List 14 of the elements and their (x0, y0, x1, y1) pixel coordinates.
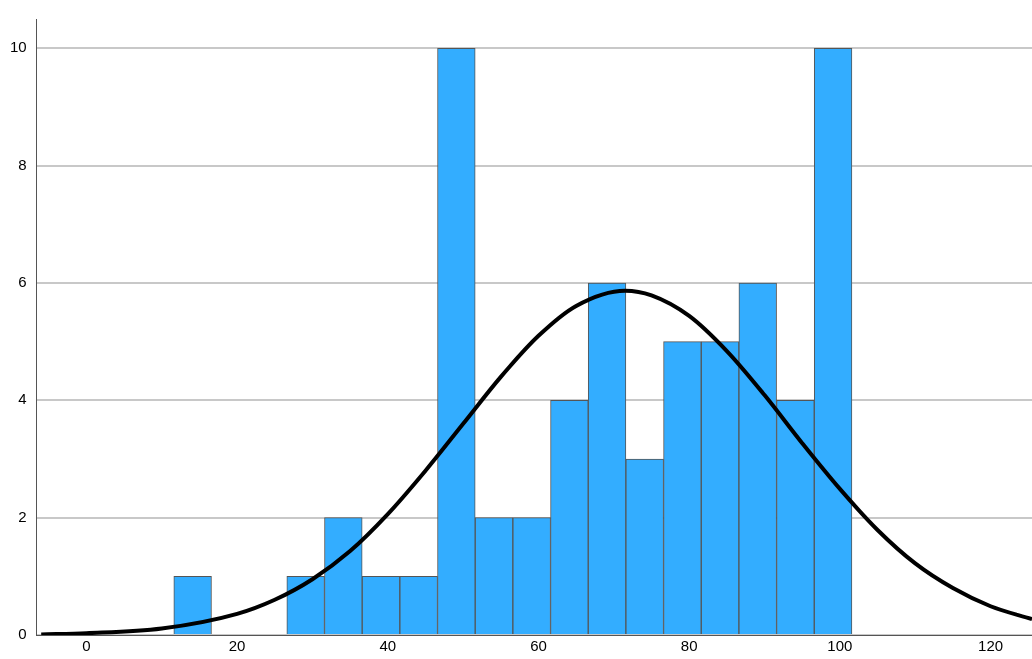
x-tick-label: 20 (228, 637, 246, 655)
x-tick-label: 60 (530, 637, 547, 655)
x-tick-label: 40 (379, 637, 397, 655)
y-tick-label: 4 (18, 390, 27, 408)
x-tick-label: 80 (680, 637, 698, 655)
y-tick-label: 2 (18, 507, 27, 525)
x-tick-label: 100 (827, 637, 853, 655)
x-tick-label: 0 (82, 637, 91, 655)
line-series (39, 288, 1032, 635)
y-tick-label: 6 (18, 273, 27, 291)
x-tick-label: 120 (978, 637, 1004, 655)
y-tick-label: 8 (18, 155, 27, 173)
y-tick-label: 10 (10, 38, 27, 56)
y-tick-label: 0 (18, 625, 27, 643)
